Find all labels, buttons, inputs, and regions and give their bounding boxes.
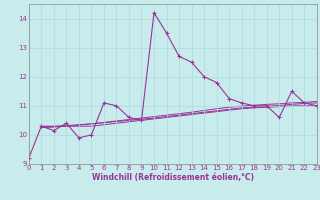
X-axis label: Windchill (Refroidissement éolien,°C): Windchill (Refroidissement éolien,°C) <box>92 173 254 182</box>
